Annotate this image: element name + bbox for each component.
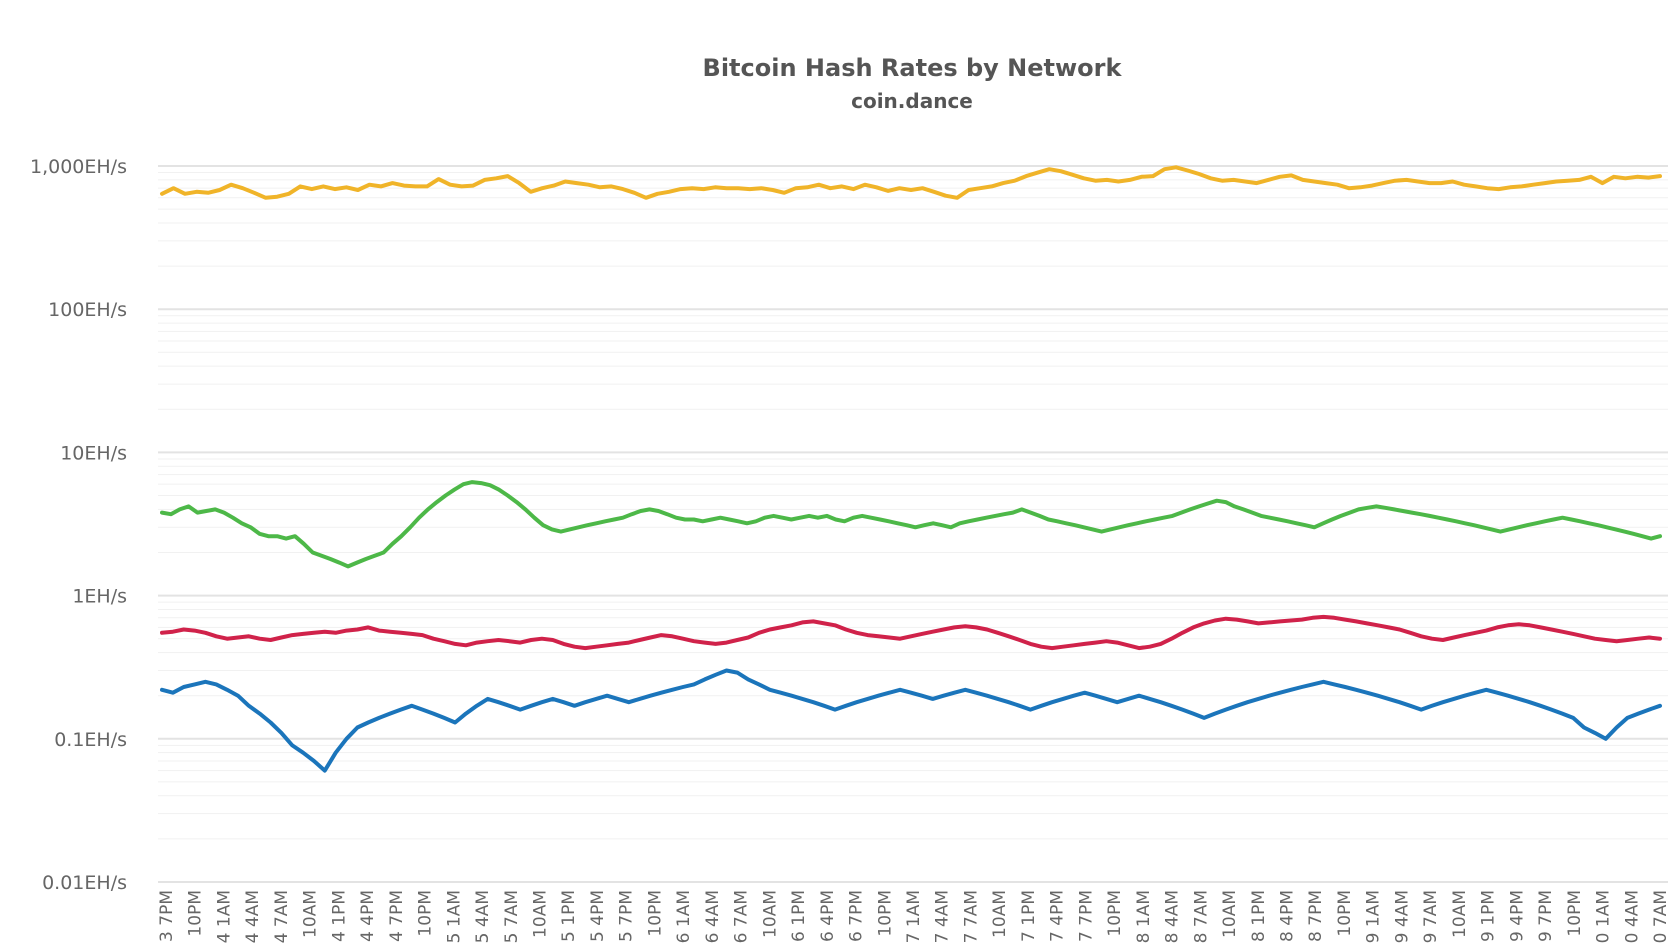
series-lines bbox=[160, 165, 1662, 773]
y-tick-label: 1EH/s bbox=[72, 586, 127, 608]
x-tick-label: 7 1PM bbox=[1019, 890, 1039, 942]
y-axis-labels: 1,000EH/s 100EH/s 10EH/s 1EH/s 0.1EH/s 0.01EH… bbox=[30, 156, 127, 894]
chart-subtitle: coin.dance bbox=[851, 89, 973, 113]
x-tick-label: 6 1AM bbox=[674, 890, 694, 943]
series-line bbox=[160, 614, 1662, 651]
x-tick-label: 8 4PM bbox=[1278, 890, 1298, 942]
x-tick-label: 10AM bbox=[760, 890, 780, 938]
x-tick-label: 5 1AM bbox=[444, 890, 464, 943]
x-tick-label: 10PM bbox=[1335, 890, 1355, 937]
x-tick-label: 6 4AM bbox=[703, 890, 723, 943]
chart-title: Bitcoin Hash Rates by Network bbox=[703, 54, 1123, 82]
x-tick-label: 10AM bbox=[1220, 890, 1240, 938]
x-tick-label: 4 1PM bbox=[329, 890, 349, 942]
x-tick-label: 4 7AM bbox=[272, 890, 292, 943]
x-tick-label: 10AM bbox=[1450, 890, 1470, 938]
x-tick-label: 5 4AM bbox=[473, 890, 493, 943]
series-line bbox=[160, 480, 1662, 569]
series-line bbox=[160, 165, 1662, 200]
y-tick-label: 0.01EH/s bbox=[42, 872, 127, 894]
x-tick-label: 9 7AM bbox=[1421, 890, 1441, 943]
x-tick-label: 5 4PM bbox=[588, 890, 608, 942]
x-tick-label: 10AM bbox=[990, 890, 1010, 938]
x-tick-label: 5 7AM bbox=[502, 890, 522, 943]
x-tick-label: 8 4AM bbox=[1163, 890, 1183, 943]
x-tick-label: 9 4AM bbox=[1392, 890, 1412, 943]
x-tick-label: 10PM bbox=[645, 890, 665, 937]
x-tick-label: 10PM bbox=[416, 890, 436, 937]
x-tick-label: 10PM bbox=[875, 890, 895, 937]
x-tick-label: 9 7PM bbox=[1536, 890, 1556, 942]
x-tick-label: 9 4PM bbox=[1507, 890, 1527, 942]
x-tick-label: 9 1PM bbox=[1479, 890, 1499, 942]
x-tick-label: 7 1AM bbox=[904, 890, 924, 943]
x-axis-labels: 3 7PM 10PM 4 1AM 4 4AM 4 7AM 10AM 4 1PM 4 4PM 4 … bbox=[157, 890, 1671, 943]
x-tick-label: 10PM bbox=[1565, 890, 1585, 937]
y-tick-label: 10EH/s bbox=[60, 442, 127, 464]
y-tick-label: 0.1EH/s bbox=[54, 729, 127, 751]
x-tick-label: 4 7PM bbox=[387, 890, 407, 942]
series-line bbox=[160, 668, 1662, 773]
x-tick-label: 7 4PM bbox=[1048, 890, 1068, 942]
x-tick-label: 10PM bbox=[1105, 890, 1125, 937]
grid-lines bbox=[158, 165, 1668, 883]
x-tick-label: 7 7AM bbox=[961, 890, 981, 943]
y-tick-label: 100EH/s bbox=[48, 299, 127, 321]
x-tick-label: 8 7AM bbox=[1191, 890, 1211, 943]
x-tick-label: 9 1AM bbox=[1364, 890, 1384, 943]
y-tick-label: 1,000EH/s bbox=[30, 156, 127, 178]
x-tick-label: 7 7PM bbox=[1076, 890, 1096, 942]
x-tick-label: 5 7PM bbox=[617, 890, 637, 942]
x-tick-label: 6 4PM bbox=[818, 890, 838, 942]
x-tick-label: 5 1PM bbox=[559, 890, 579, 942]
x-tick-label: 10AM bbox=[301, 890, 321, 938]
x-tick-label: 0 1AM bbox=[1594, 890, 1614, 943]
x-tick-label: 4 4PM bbox=[358, 890, 378, 942]
x-tick-label: 6 1PM bbox=[789, 890, 809, 942]
x-tick-label: 0 7AM bbox=[1651, 890, 1671, 943]
x-tick-label: 10AM bbox=[531, 890, 551, 938]
x-tick-label: 4 4AM bbox=[243, 890, 263, 943]
x-tick-label: 8 7PM bbox=[1306, 890, 1326, 942]
x-tick-label: 3 7PM bbox=[157, 890, 177, 942]
x-tick-label: 6 7PM bbox=[847, 890, 867, 942]
x-tick-label: 7 4AM bbox=[933, 890, 953, 943]
x-tick-label: 6 7AM bbox=[732, 890, 752, 943]
x-tick-label: 8 1AM bbox=[1134, 890, 1154, 943]
x-tick-label: 4 1AM bbox=[214, 890, 234, 943]
x-tick-label: 8 1PM bbox=[1249, 890, 1269, 942]
x-tick-label: 0 4AM bbox=[1622, 890, 1642, 943]
x-tick-label: 10PM bbox=[186, 890, 206, 937]
